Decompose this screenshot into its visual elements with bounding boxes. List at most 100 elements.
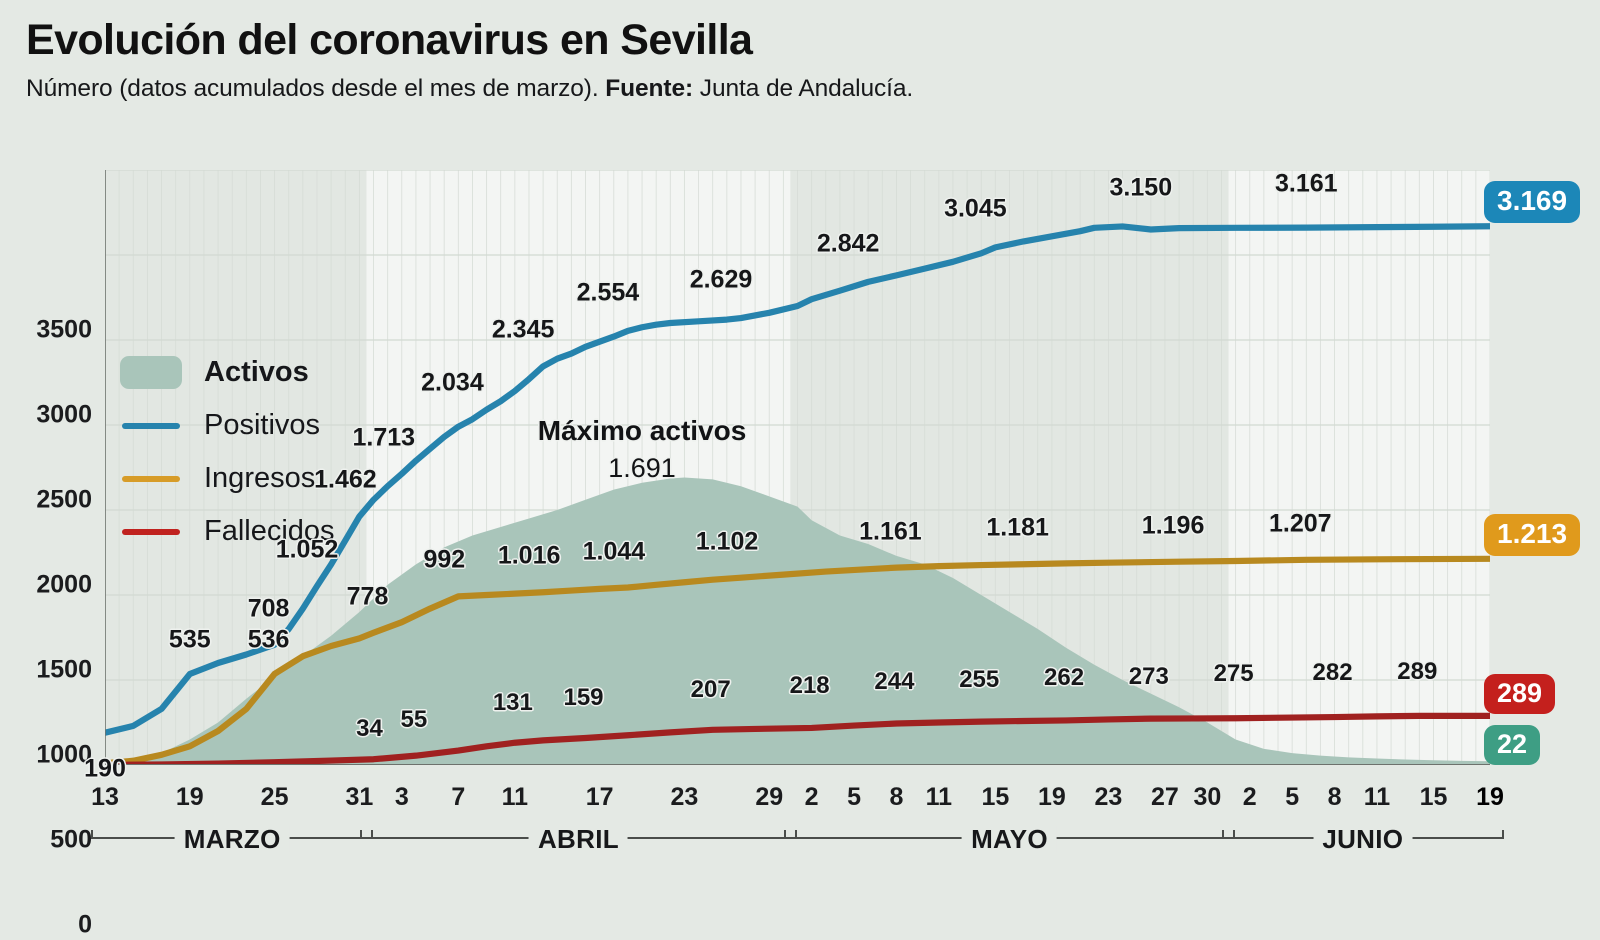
- page-title: Evolución del coronavirus en Sevilla: [26, 16, 753, 64]
- chart-svg: [105, 170, 1490, 765]
- data-label-fallecidos: 34: [356, 715, 383, 743]
- month-bracket-marzo: MARZO: [91, 826, 374, 872]
- subtitle-main-text: Número (datos acumulados desde el mes de…: [26, 75, 599, 103]
- month-bracket-abril: ABRIL: [359, 826, 798, 872]
- month-label: MAYO: [962, 826, 1057, 852]
- x-axis-tick: 19: [175, 783, 204, 811]
- y-axis-tick: 2000: [36, 570, 92, 599]
- legend-item-activos[interactable]: Activos: [120, 350, 420, 403]
- data-label-ingresos: 1.044: [582, 537, 646, 566]
- x-axis-tick: 29: [755, 783, 784, 811]
- data-label-positivos: 1.462: [314, 465, 377, 494]
- data-label-positivos: 3.045: [944, 194, 1007, 223]
- data-label-positivos: 2.034: [421, 368, 484, 397]
- data-label-fallecidos: 244: [874, 667, 915, 695]
- data-label-ingresos: 1.181: [986, 513, 1049, 542]
- month-cap: [91, 830, 93, 839]
- data-label-positivos: 3.150: [1109, 173, 1173, 201]
- x-axis-tick: 27: [1151, 783, 1179, 811]
- x-axis-tick: 11: [925, 783, 953, 811]
- legend-swatch-line-icon: [122, 423, 180, 429]
- x-axis-tick: 2: [1242, 783, 1257, 811]
- data-label-fallecidos: 289: [1397, 657, 1438, 685]
- y-axis-tick: 2500: [36, 485, 92, 514]
- annotation-title: Máximo activos: [537, 415, 747, 446]
- chart-header: Evolución del coronavirus en Sevilla Núm…: [26, 16, 1566, 103]
- data-label-fallecidos: 273: [1128, 662, 1169, 690]
- x-axis-tick: 25: [260, 783, 289, 811]
- x-axis-tick: 11: [1363, 783, 1391, 811]
- plot-area: 0 500 1000 1500 2000 2500 3000 3500 Activos Posi…: [0, 160, 1600, 939]
- legend-item-fallecidos[interactable]: Fallecidos: [120, 509, 420, 562]
- month-label: JUNIO: [1313, 826, 1413, 852]
- month-cap: [359, 830, 362, 839]
- x-axis-tick: 31: [345, 783, 374, 811]
- data-label-fallecidos: 159: [563, 683, 604, 711]
- legend-item-positivos[interactable]: Positivos: [120, 403, 420, 456]
- end-badge-positivos: 3.169: [1484, 181, 1581, 224]
- month-bracket-junio: JUNIO: [1221, 826, 1504, 872]
- end-badge-activos: 22: [1484, 725, 1541, 766]
- legend-label: Positivos: [204, 409, 321, 441]
- legend-swatch-line-icon: [122, 529, 180, 535]
- month-cap: [1233, 830, 1236, 839]
- data-label-fallecidos: 255: [959, 665, 1000, 693]
- month-label: ABRIL: [528, 826, 628, 852]
- x-axis-tick: 19: [1476, 783, 1504, 811]
- data-label-ingresos: 1.102: [695, 527, 759, 556]
- x-axis-tick: 30: [1193, 783, 1222, 811]
- x-axis-tick: 23: [1094, 783, 1123, 811]
- source-value: Junta de Andalucía.: [699, 75, 914, 103]
- data-label-positivos: 535: [168, 625, 211, 654]
- x-axis-tick: 11: [501, 783, 529, 811]
- data-label-fallecidos: 207: [690, 675, 731, 703]
- y-axis-tick: 1500: [36, 655, 92, 684]
- x-axis-tick: 19: [1037, 783, 1066, 811]
- data-label-positivos: 2.554: [576, 278, 640, 307]
- month-band-junio: [1228, 170, 1490, 765]
- x-axis-tick: 13: [91, 783, 119, 811]
- y-axis-tick: 500: [50, 825, 92, 854]
- data-label-positivos: 1.052: [275, 535, 339, 564]
- x-axis-tick: 7: [451, 783, 466, 811]
- data-label-fallecidos: 282: [1312, 659, 1353, 687]
- x-axis-tick: 5: [847, 783, 861, 811]
- data-label-fallecidos: 55: [400, 705, 428, 733]
- end-badge-ingresos: 1.213: [1484, 513, 1581, 556]
- data-label-ingresos: 536: [247, 625, 290, 654]
- data-label-fallecidos: 218: [789, 671, 830, 699]
- y-axis-tick: 1000: [36, 740, 92, 769]
- data-label-ingresos: 1.161: [859, 517, 922, 546]
- x-axis-tick: 23: [670, 783, 699, 811]
- legend-label: Activos: [204, 356, 309, 388]
- x-axis-tick: 2: [804, 783, 819, 811]
- legend-swatch-line-icon: [122, 476, 180, 482]
- series-area-activos: [105, 477, 1490, 765]
- data-label-fallecidos: 262: [1043, 664, 1085, 692]
- data-label-ingresos: 1.196: [1141, 511, 1205, 540]
- x-axis-tick: 8: [1327, 783, 1342, 811]
- legend-label: Fallecidos: [204, 515, 335, 547]
- chart-page: Evolución del coronavirus en Sevilla Núm…: [0, 16, 1600, 939]
- data-label-positivos: 2.842: [816, 229, 880, 258]
- legend-item-ingresos[interactable]: Ingresos: [120, 456, 420, 509]
- source-label: Fuente:: [605, 75, 694, 103]
- month-brackets: MARZO ABRIL MAYO JUNIO: [91, 826, 1515, 882]
- series-line-fallecidos: [105, 712, 1490, 765]
- y-axis-tick: 3500: [36, 315, 92, 344]
- month-cap: [1221, 830, 1224, 839]
- x-axis-tick: 8: [889, 783, 904, 811]
- data-label-fallecidos: 131: [492, 688, 533, 716]
- y-axis-tick: 0: [78, 910, 92, 939]
- data-label-ingresos: 1.016: [497, 541, 561, 570]
- data-label-positivos: 190: [84, 754, 126, 783]
- data-label-positivos: 2.345: [491, 315, 555, 344]
- max-activos-annotation: Máximo activos 1.691: [538, 415, 747, 484]
- series-line-ingresos: [105, 555, 1490, 765]
- x-axis-tick: 17: [585, 783, 614, 811]
- chart-legend: Activos Positivos Ingresos Fallecidos: [120, 350, 420, 562]
- data-label-fallecidos: 275: [1213, 660, 1254, 688]
- data-label-positivos: 1.713: [352, 423, 416, 452]
- month-cap: [783, 830, 786, 839]
- x-axis-tick: 3: [394, 783, 409, 811]
